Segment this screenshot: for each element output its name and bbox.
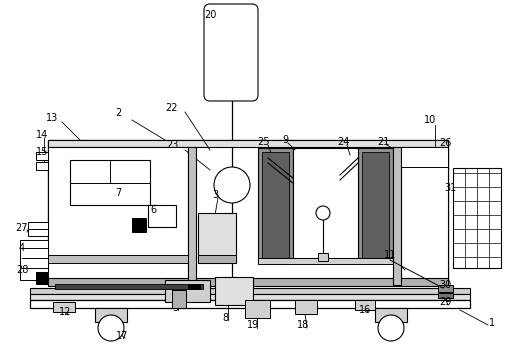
- Bar: [148, 205, 176, 227]
- Text: 26: 26: [439, 138, 451, 148]
- Bar: [375, 308, 407, 322]
- Text: 3: 3: [212, 190, 218, 200]
- FancyBboxPatch shape: [204, 4, 258, 101]
- Text: 25: 25: [257, 137, 269, 147]
- Text: 30: 30: [439, 280, 451, 290]
- Text: 31: 31: [444, 183, 456, 193]
- Bar: [36, 272, 48, 284]
- Bar: [48, 140, 448, 285]
- Bar: [245, 300, 270, 318]
- Bar: [165, 280, 210, 302]
- Bar: [70, 160, 150, 205]
- Circle shape: [98, 315, 124, 341]
- Text: 11: 11: [384, 250, 396, 260]
- Bar: [188, 147, 196, 285]
- Bar: [293, 148, 358, 258]
- Bar: [438, 293, 453, 298]
- Bar: [258, 148, 293, 263]
- Text: 27: 27: [16, 223, 28, 233]
- Bar: [355, 300, 375, 310]
- Bar: [318, 253, 328, 261]
- Bar: [188, 284, 200, 289]
- Bar: [36, 162, 48, 170]
- Text: 7: 7: [115, 188, 121, 198]
- Bar: [48, 140, 448, 147]
- Bar: [95, 308, 127, 322]
- Bar: [36, 152, 48, 160]
- Text: 14: 14: [36, 130, 48, 140]
- Text: 8: 8: [222, 313, 228, 323]
- Bar: [262, 152, 289, 259]
- Text: 28: 28: [16, 265, 28, 275]
- Bar: [453, 168, 501, 268]
- Text: 21: 21: [377, 137, 389, 147]
- Bar: [258, 258, 393, 264]
- Text: 22: 22: [166, 103, 178, 113]
- Bar: [438, 285, 453, 292]
- Bar: [215, 277, 253, 305]
- Bar: [53, 302, 75, 312]
- Bar: [172, 290, 186, 308]
- Circle shape: [378, 315, 404, 341]
- Bar: [30, 288, 470, 294]
- Text: 23: 23: [166, 140, 178, 150]
- Bar: [132, 218, 146, 232]
- Text: 15: 15: [36, 147, 48, 157]
- Bar: [55, 284, 203, 289]
- Bar: [30, 294, 470, 300]
- Bar: [362, 152, 389, 259]
- Bar: [30, 300, 470, 308]
- Text: 20: 20: [204, 10, 216, 20]
- Bar: [393, 147, 401, 285]
- Bar: [401, 147, 448, 285]
- Bar: [198, 255, 236, 263]
- Text: 18: 18: [297, 320, 309, 330]
- Text: 12: 12: [59, 307, 71, 317]
- Circle shape: [316, 206, 330, 220]
- Text: 24: 24: [337, 137, 349, 147]
- Bar: [295, 300, 317, 314]
- Circle shape: [214, 167, 250, 203]
- Bar: [28, 222, 48, 236]
- Bar: [198, 213, 236, 263]
- Bar: [48, 147, 188, 285]
- Text: 16: 16: [359, 305, 371, 315]
- Text: 19: 19: [247, 320, 259, 330]
- Bar: [20, 240, 48, 280]
- Text: 6: 6: [150, 205, 156, 215]
- Text: 1: 1: [489, 318, 495, 328]
- Text: 10: 10: [424, 115, 436, 125]
- Text: 17: 17: [116, 331, 128, 341]
- Text: 13: 13: [46, 113, 58, 123]
- Bar: [358, 148, 393, 263]
- Text: 5: 5: [172, 303, 178, 313]
- Text: 9: 9: [282, 135, 288, 145]
- Text: 4: 4: [19, 243, 25, 253]
- Bar: [401, 147, 448, 167]
- Bar: [48, 278, 448, 286]
- Bar: [48, 255, 188, 263]
- Text: 29: 29: [439, 297, 451, 307]
- Text: 2: 2: [115, 108, 121, 118]
